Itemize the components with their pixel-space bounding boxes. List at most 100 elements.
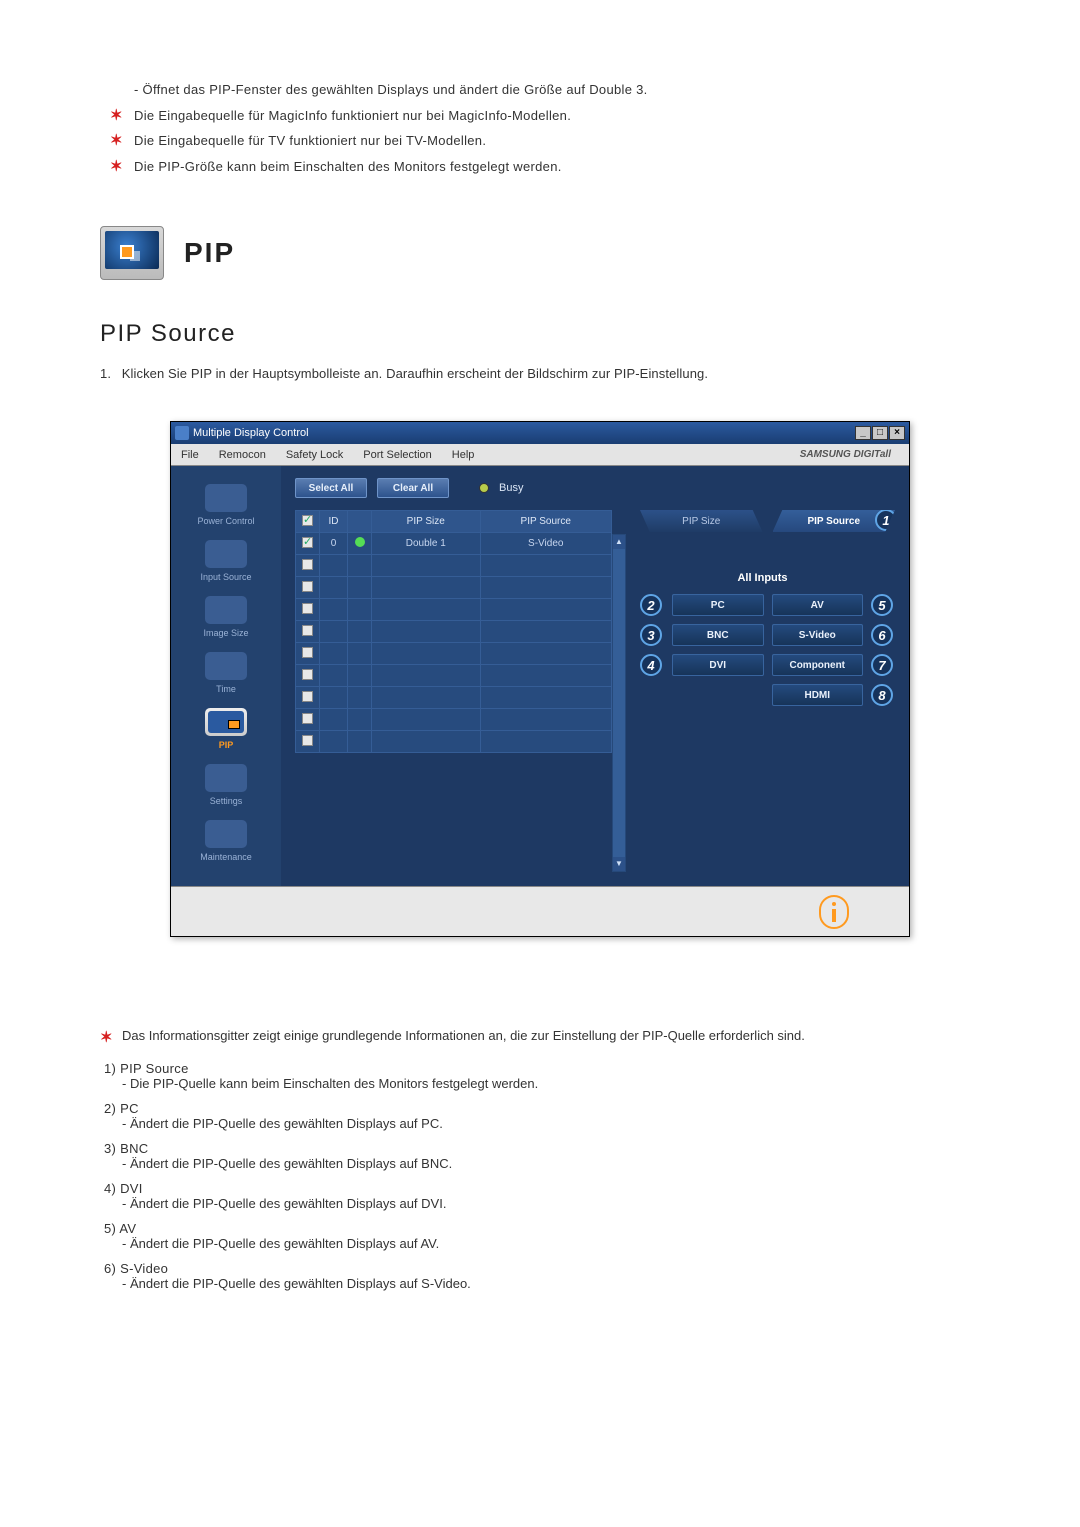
- callout-number: 5: [871, 594, 893, 616]
- item-num: 4): [104, 1181, 116, 1196]
- menu-help[interactable]: Help: [442, 449, 485, 461]
- busy-label: Busy: [499, 482, 523, 494]
- close-button[interactable]: ×: [889, 426, 905, 440]
- time-icon: [205, 652, 247, 680]
- sidebar-item-label: Time: [216, 684, 236, 694]
- row-checkbox[interactable]: [302, 603, 313, 614]
- pip-icon: [205, 708, 247, 736]
- menu-file[interactable]: File: [171, 449, 209, 461]
- item-num: 3): [104, 1141, 116, 1156]
- intro-dash-text: - Öffnet das PIP-Fenster des gewählten D…: [134, 80, 980, 100]
- table-row[interactable]: [296, 643, 612, 665]
- callout-number: 6: [871, 624, 893, 646]
- app-icon: [175, 426, 189, 440]
- item-heading: PIP Source: [120, 1061, 189, 1076]
- main-panel: Select All Clear All Busy ID PIP S: [281, 466, 909, 886]
- tab-pip-source[interactable]: PIP Source 1: [773, 510, 896, 532]
- input-av-button[interactable]: AV: [772, 594, 864, 616]
- sidebar-item-maintenance[interactable]: Maintenance: [180, 816, 272, 870]
- item-heading: S-Video: [120, 1261, 168, 1276]
- item-heading: PC: [120, 1101, 139, 1116]
- window-titlebar: Multiple Display Control _□×: [171, 422, 909, 444]
- callout-number: 1: [875, 509, 897, 531]
- star-icon: ✶: [110, 131, 134, 151]
- table-row[interactable]: 0 Double 1 S-Video: [296, 533, 612, 555]
- numbered-list: 1) PIP Source - Die PIP-Quelle kann beim…: [104, 1061, 980, 1291]
- row-checkbox[interactable]: [302, 669, 313, 680]
- intro-star-line-3: ✶ Die PIP-Größe kann beim Einschalten de…: [110, 157, 980, 177]
- item-heading: BNC: [120, 1141, 148, 1156]
- sidebar-item-image-size[interactable]: Image Size: [180, 592, 272, 646]
- menu-safety-lock[interactable]: Safety Lock: [276, 449, 353, 461]
- tab-pip-size[interactable]: PIP Size: [640, 510, 763, 532]
- intro-block: - Öffnet das PIP-Fenster des gewählten D…: [110, 80, 980, 176]
- input-component-button[interactable]: Component: [772, 654, 864, 676]
- clear-all-button[interactable]: Clear All: [377, 478, 449, 498]
- toolbar: Select All Clear All Busy: [295, 478, 895, 498]
- sidebar-item-pip[interactable]: PIP: [180, 704, 272, 758]
- cell-pip-source: S-Video: [480, 533, 611, 555]
- sub-intro-text: Klicken Sie PIP in der Hauptsymbolleiste…: [122, 366, 708, 381]
- sub-intro-num: 1.: [100, 366, 118, 381]
- row-checkbox[interactable]: [302, 559, 313, 570]
- menu-port-selection[interactable]: Port Selection: [353, 449, 441, 461]
- row-checkbox[interactable]: [302, 647, 313, 658]
- table-row[interactable]: [296, 731, 612, 753]
- table-row[interactable]: [296, 621, 612, 643]
- select-all-button[interactable]: Select All: [295, 478, 367, 498]
- settings-icon: [205, 764, 247, 792]
- table-row[interactable]: [296, 709, 612, 731]
- sidebar-item-time[interactable]: Time: [180, 648, 272, 702]
- sub-heading: PIP Source: [100, 320, 980, 348]
- table-row[interactable]: [296, 577, 612, 599]
- item-sub: - Die PIP-Quelle kann beim Einschalten d…: [122, 1076, 980, 1091]
- input-pc-button[interactable]: PC: [672, 594, 764, 616]
- row-checkbox[interactable]: [302, 691, 313, 702]
- table-row[interactable]: [296, 599, 612, 621]
- list-item: 5) AV - Ändert die PIP-Quelle des gewähl…: [104, 1221, 980, 1251]
- row-checkbox[interactable]: [302, 735, 313, 746]
- table-row[interactable]: [296, 665, 612, 687]
- display-grid: ID PIP Size PIP Source 0 Double 1 S-Vid: [295, 510, 612, 872]
- input-svideo-button[interactable]: S-Video: [772, 624, 864, 646]
- minimize-button[interactable]: _: [855, 426, 871, 440]
- grid-scrollbar[interactable]: [612, 534, 626, 872]
- intro-dash-line: - Öffnet das PIP-Fenster des gewählten D…: [110, 80, 980, 100]
- menu-remocon[interactable]: Remocon: [209, 449, 276, 461]
- sidebar-item-input-source[interactable]: Input Source: [180, 536, 272, 590]
- power-icon: [205, 484, 247, 512]
- sidebar-item-power-control[interactable]: Power Control: [180, 480, 272, 534]
- tab-label: PIP Size: [682, 516, 720, 527]
- row-checkbox[interactable]: [302, 713, 313, 724]
- cell-pip-size: Double 1: [372, 533, 481, 555]
- item-sub: - Ändert die PIP-Quelle des gewählten Di…: [122, 1236, 980, 1251]
- note-line: ✶ Das Informationsgitter zeigt einige gr…: [100, 1027, 980, 1049]
- monitor-pip-icon: [100, 226, 164, 280]
- input-dvi-button[interactable]: DVI: [672, 654, 764, 676]
- table-row[interactable]: [296, 687, 612, 709]
- item-sub: - Ändert die PIP-Quelle des gewählten Di…: [122, 1116, 980, 1131]
- menubar: File Remocon Safety Lock Port Selection …: [171, 444, 909, 466]
- header-checkbox[interactable]: [302, 515, 313, 526]
- callout-number: 3: [640, 624, 662, 646]
- sidebar-item-settings[interactable]: Settings: [180, 760, 272, 814]
- callout-number: 7: [871, 654, 893, 676]
- row-checkbox[interactable]: [302, 625, 313, 636]
- input-bnc-button[interactable]: BNC: [672, 624, 764, 646]
- app-window: Multiple Display Control _□× File Remoco…: [170, 421, 910, 937]
- row-checkbox[interactable]: [302, 581, 313, 592]
- input-hdmi-button[interactable]: HDMI: [772, 684, 864, 706]
- row-checkbox[interactable]: [302, 537, 313, 548]
- list-item: 3) BNC - Ändert die PIP-Quelle des gewäh…: [104, 1141, 980, 1171]
- inputs-grid: 2 PC AV 5 3 BNC S-Video 6 4 DVI Componen…: [640, 594, 895, 706]
- item-num: 6): [104, 1261, 116, 1276]
- info-icon[interactable]: [819, 895, 849, 929]
- maintenance-icon: [205, 820, 247, 848]
- item-heading: AV: [119, 1221, 136, 1236]
- maximize-button[interactable]: □: [872, 426, 888, 440]
- callout-number: 8: [871, 684, 893, 706]
- list-item: 6) S-Video - Ändert die PIP-Quelle des g…: [104, 1261, 980, 1291]
- sidebar-item-label: PIP: [219, 740, 234, 750]
- table-row[interactable]: [296, 555, 612, 577]
- list-item: 2) PC - Ändert die PIP-Quelle des gewähl…: [104, 1101, 980, 1131]
